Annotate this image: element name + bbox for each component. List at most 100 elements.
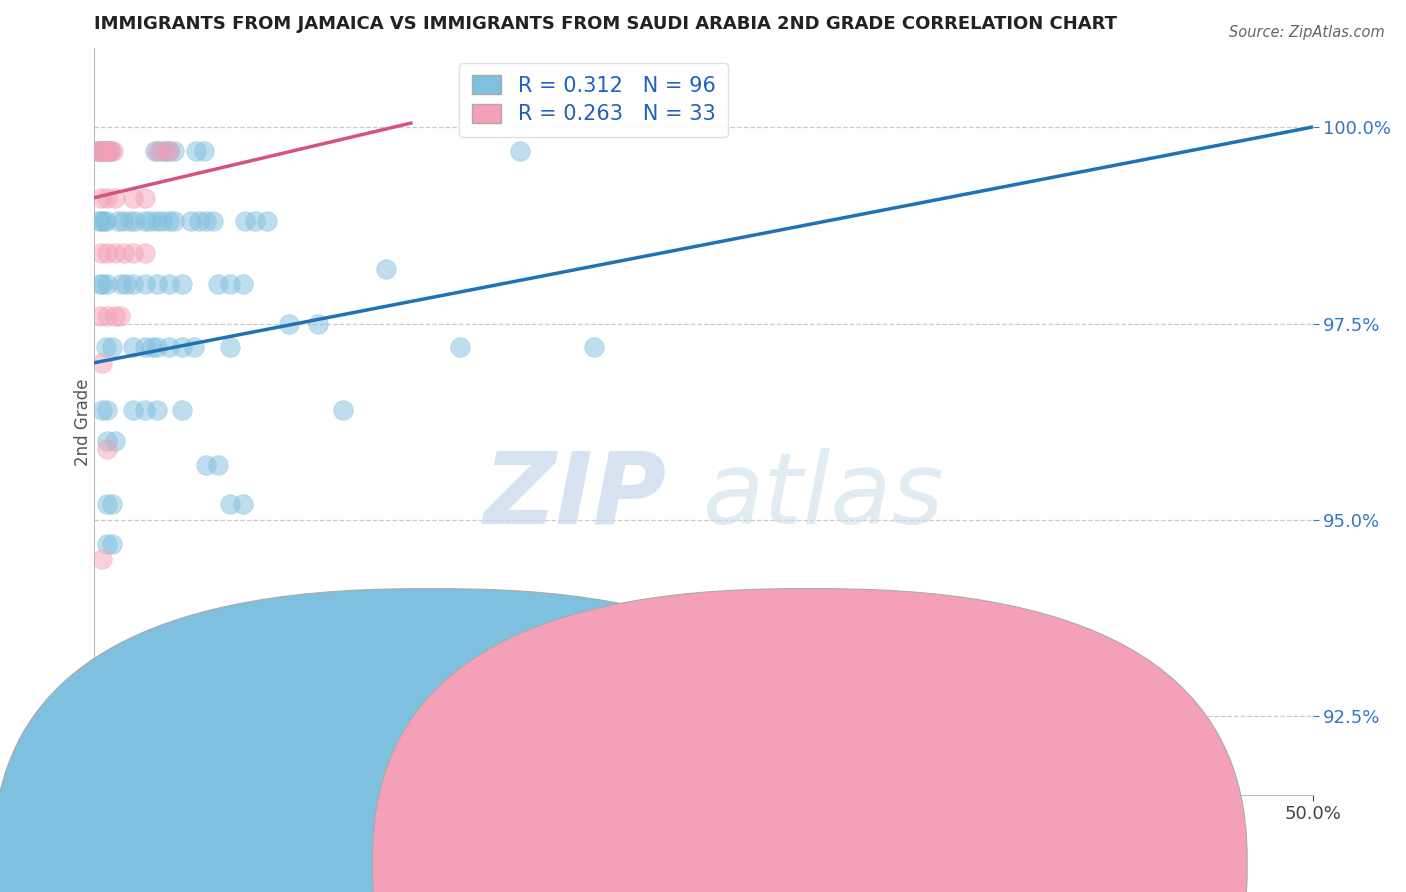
Point: [97, 144, 120, 158]
Point: [91, 277, 114, 292]
Point: [94, 214, 117, 228]
Point: [134, 214, 156, 228]
Point: [101, 144, 124, 158]
Point: [307, 317, 329, 331]
Point: [146, 403, 169, 417]
Point: [96, 434, 118, 449]
Point: [91, 356, 114, 370]
Point: [110, 277, 132, 292]
Point: [91, 144, 114, 158]
Point: [96, 497, 118, 511]
Point: [219, 277, 242, 292]
Text: Immigrants from Jamaica: Immigrants from Jamaica: [453, 855, 673, 873]
Point: [139, 214, 162, 228]
Point: [146, 144, 169, 158]
Text: Immigrants from Saudi Arabia: Immigrants from Saudi Arabia: [832, 855, 1094, 873]
Point: [202, 214, 225, 228]
Point: [104, 309, 127, 323]
Point: [89, 144, 111, 158]
Point: [101, 536, 124, 550]
Point: [96, 678, 118, 692]
Point: [122, 191, 145, 205]
Point: [134, 245, 156, 260]
Point: [114, 277, 136, 292]
Point: [90, 144, 112, 158]
Point: [207, 277, 229, 292]
Point: [233, 214, 256, 228]
Point: [101, 497, 124, 511]
Point: [153, 144, 176, 158]
Point: [108, 309, 131, 323]
Point: [90, 214, 112, 228]
Point: [104, 191, 127, 205]
Point: [183, 340, 205, 354]
Point: [91, 552, 114, 566]
Point: [219, 340, 242, 354]
Point: [122, 340, 145, 354]
Point: [134, 191, 156, 205]
Point: [149, 144, 172, 158]
Point: [96, 309, 118, 323]
Point: [195, 214, 218, 228]
Point: [87, 214, 110, 228]
Point: [159, 144, 181, 158]
Point: [163, 214, 186, 228]
Point: [449, 340, 471, 354]
Point: [107, 214, 129, 228]
Point: [186, 144, 208, 158]
Point: [256, 214, 278, 228]
Point: [163, 144, 186, 158]
Point: [146, 340, 169, 354]
Point: [193, 144, 215, 158]
Point: [134, 403, 156, 417]
Point: [94, 340, 117, 354]
Point: [86, 144, 108, 158]
Point: [146, 277, 169, 292]
Point: [98, 144, 121, 158]
Point: [159, 277, 181, 292]
Point: [93, 214, 115, 228]
Point: [91, 403, 114, 417]
Point: [159, 214, 181, 228]
Point: [100, 144, 122, 158]
Point: [146, 214, 169, 228]
Text: Source: ZipAtlas.com: Source: ZipAtlas.com: [1229, 25, 1385, 40]
Point: [375, 261, 398, 276]
Point: [170, 277, 193, 292]
Legend: R = 0.312   N = 96, R = 0.263   N = 33: R = 0.312 N = 96, R = 0.263 N = 33: [460, 62, 728, 136]
Point: [509, 144, 531, 158]
Point: [143, 144, 166, 158]
Point: [112, 245, 135, 260]
Point: [187, 214, 209, 228]
Point: [94, 144, 117, 158]
Point: [122, 277, 145, 292]
Point: [232, 497, 254, 511]
Point: [96, 442, 118, 457]
Point: [96, 536, 118, 550]
Point: [159, 144, 181, 158]
Text: atlas: atlas: [703, 448, 945, 545]
Point: [101, 340, 124, 354]
Point: [153, 144, 176, 158]
Point: [150, 214, 173, 228]
Point: [159, 340, 181, 354]
Point: [219, 497, 242, 511]
Point: [96, 191, 118, 205]
Point: [87, 144, 110, 158]
Point: [90, 245, 112, 260]
Point: [112, 214, 135, 228]
Point: [582, 340, 605, 354]
Point: [94, 144, 117, 158]
Point: [141, 340, 163, 354]
Text: ZIP: ZIP: [484, 448, 666, 545]
Y-axis label: 2nd Grade: 2nd Grade: [75, 378, 91, 466]
Point: [96, 277, 118, 292]
Point: [243, 214, 266, 228]
Point: [91, 144, 114, 158]
Point: [97, 144, 120, 158]
Point: [89, 277, 111, 292]
Point: [90, 144, 112, 158]
Point: [332, 403, 354, 417]
Point: [104, 245, 127, 260]
Point: [232, 277, 254, 292]
